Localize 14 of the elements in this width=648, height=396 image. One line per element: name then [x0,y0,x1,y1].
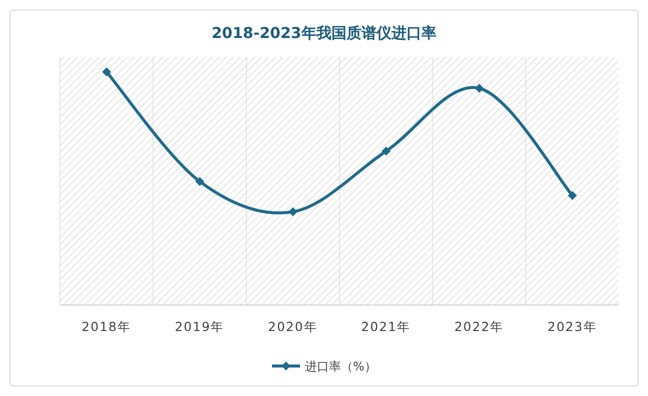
point [102,67,112,76]
x-tick-label: 2018年 [82,319,132,334]
point [382,146,391,156]
point [288,207,298,216]
x-tick-label: 2019年 [174,319,225,334]
point [474,84,484,93]
point [568,190,577,200]
x-tick-label: 2021年 [361,319,411,334]
legend-label: 进口率（%） [305,360,376,374]
x-tick-label: 2023年 [548,319,598,334]
x-tick-label: 2020年 [268,319,318,334]
point [195,176,204,186]
chart-title: 2018-2023年我国质谱仪进口率 [212,24,436,42]
x-tick-label: 2022年 [454,319,504,334]
